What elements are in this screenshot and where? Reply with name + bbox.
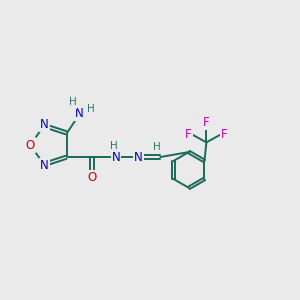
Text: N: N [112, 151, 120, 164]
Text: H: H [153, 142, 161, 152]
Text: H: H [110, 141, 118, 151]
Text: O: O [26, 139, 35, 152]
Text: N: N [40, 159, 49, 172]
Text: N: N [134, 151, 143, 164]
Text: F: F [185, 128, 192, 141]
Text: N: N [40, 118, 49, 131]
Text: O: O [87, 171, 97, 184]
Text: F: F [203, 116, 210, 129]
Text: N: N [75, 107, 84, 120]
Text: H: H [69, 98, 76, 107]
Text: F: F [221, 128, 228, 141]
Text: H: H [87, 104, 94, 114]
